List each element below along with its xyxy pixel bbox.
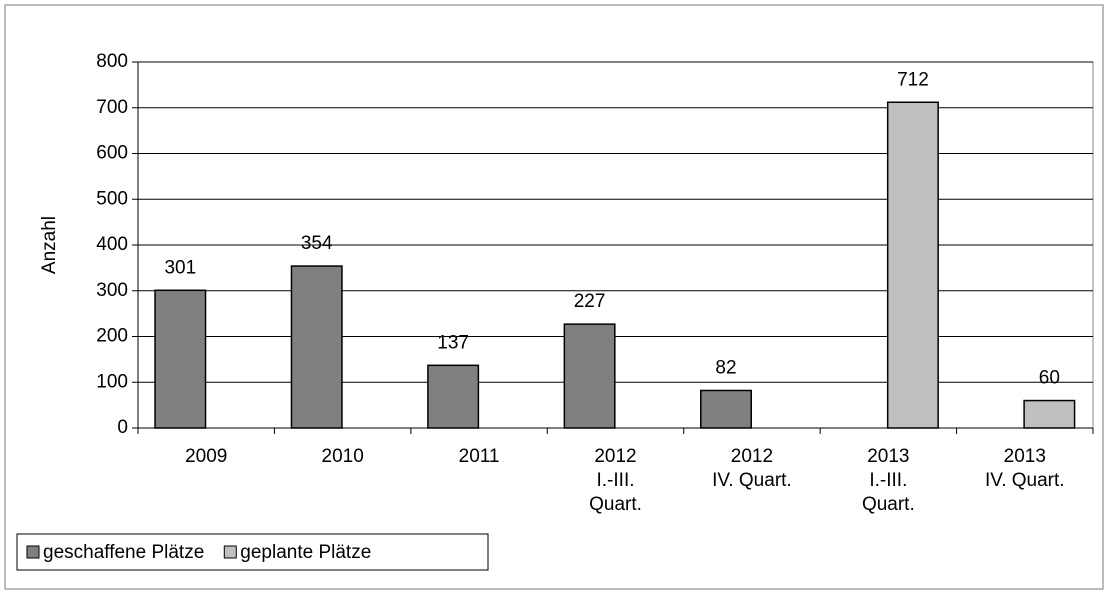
data-label: 60 [1039, 368, 1060, 389]
data-label: 712 [897, 69, 929, 90]
legend-swatch [223, 545, 237, 559]
x-tick-label: 2012 IV. Quart. [712, 446, 792, 491]
x-tick-label: 2013 IV. Quart. [985, 446, 1065, 491]
bar [1023, 399, 1076, 429]
x-tick-label: 2012 I.-III. Quart. [589, 446, 642, 515]
y-tick-label: 700 [96, 97, 128, 118]
y-tick-label: 200 [96, 326, 128, 347]
bar [427, 364, 480, 429]
y-axis-label: Anzahl [39, 216, 60, 274]
x-tick-label: 2009 [185, 446, 227, 467]
x-tick-label: 2010 [322, 446, 364, 467]
data-label: 301 [164, 257, 196, 278]
x-tick-label: 2011 [459, 446, 500, 467]
y-tick-label: 600 [96, 143, 128, 164]
data-label: 82 [715, 358, 736, 379]
data-label: 354 [301, 233, 333, 254]
y-tick-label: 300 [96, 280, 128, 301]
bar [154, 289, 207, 429]
y-tick-label: 0 [117, 417, 128, 438]
y-tick-label: 800 [96, 51, 128, 72]
legend-label: geplante Plätze [240, 542, 371, 563]
legend-swatch [26, 545, 40, 559]
y-tick-label: 100 [96, 371, 128, 392]
bar [886, 101, 939, 429]
x-tick-label: 2013 I.-III. Quart. [862, 446, 915, 515]
y-tick-label: 400 [96, 234, 128, 255]
data-label: 227 [574, 291, 606, 312]
data-label: 137 [437, 332, 469, 353]
legend-label: geschaffene Plätze [43, 542, 204, 563]
bar [563, 323, 616, 429]
bar [290, 265, 343, 429]
legend-box [16, 533, 489, 571]
bar [700, 389, 752, 429]
y-tick-label: 500 [96, 188, 128, 209]
